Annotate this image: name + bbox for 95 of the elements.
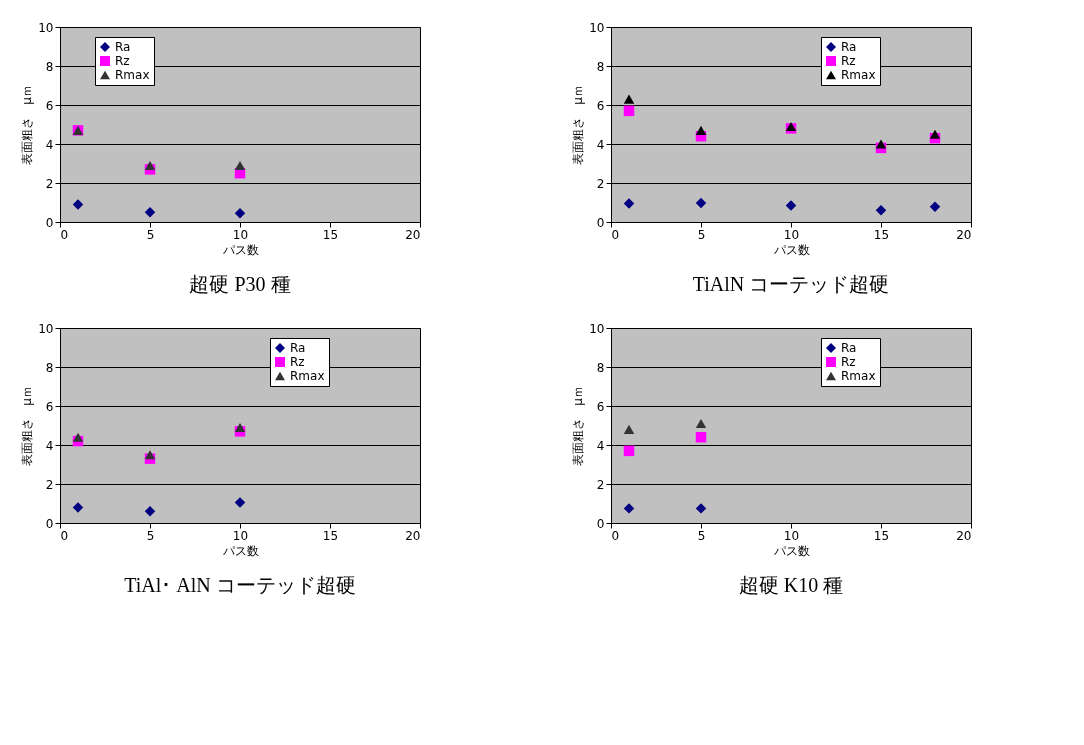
y-tick-label: 6 [45,98,54,113]
point [234,207,246,219]
point [234,497,246,508]
point [144,506,156,517]
x-tick-label: 20 [405,528,421,543]
y-tick-label: 2 [45,176,54,191]
point [72,432,84,442]
y-tick-label: 0 [596,215,605,230]
y-axis-title: 表面粗さ μｍ [571,85,586,165]
legend-label: Rmax [115,68,150,82]
x-tick-label: 10 [232,528,249,543]
y-axis-title: 表面粗さ μｍ [571,386,586,466]
legend-label: Ra [115,40,131,54]
x-tick-label: 20 [956,528,972,543]
legend-label: Ra [841,40,857,54]
text: 超硬 K10 種 [738,574,844,596]
x-tick-label: 15 [322,227,339,242]
point [144,450,156,460]
x-tick-label: 0 [60,528,69,543]
point [144,160,156,170]
y-tick-label: 6 [596,399,605,414]
point [72,199,84,210]
point [695,503,707,514]
point [623,198,635,209]
y-tick-label: 4 [596,438,605,453]
x-axis-title: パス数 [221,543,259,558]
x-axis-title: パス数 [221,242,259,257]
x-tick-label: 10 [783,227,800,242]
y-tick-label: 10 [589,20,605,35]
x-tick-label: 0 [60,227,69,242]
y-tick-label: 10 [589,321,605,336]
legend-label: Rz [290,355,305,369]
point [929,201,941,213]
y-tick-label: 4 [596,137,605,152]
y-tick-label: 4 [45,137,54,152]
point [875,205,887,216]
y-axis-title: 表面粗さ μｍ [20,85,35,165]
x-tick-label: 10 [232,227,249,242]
text: TiAlN コーテッド超硬 [692,273,890,295]
point [623,94,635,104]
text: TiAl･ AlN コーテッド超硬 [124,574,356,596]
x-axis-title: パス数 [772,543,810,558]
x-tick-label: 0 [611,528,620,543]
y-tick-label: 10 [38,321,54,336]
legend-label: Rmax [290,369,325,383]
point [875,139,887,149]
x-axis-title: パス数 [772,242,810,257]
y-tick-label: 8 [596,59,605,74]
legend-label: Rmax [841,68,876,82]
y-tick-label: 6 [45,399,54,414]
legend-label: Rz [841,355,856,369]
x-tick-label: 5 [697,528,706,543]
y-tick-label: 8 [45,360,54,375]
x-tick-label: 5 [146,528,155,543]
x-tick-label: 20 [956,227,972,242]
y-tick-label: 0 [596,516,605,531]
point [623,424,635,434]
y-tick-label: 8 [45,59,54,74]
text: 超硬 P30 種 [189,273,291,295]
point [623,503,635,514]
point [623,445,635,457]
point [72,502,84,513]
point [234,422,246,432]
point [695,419,707,429]
legend-label: Rmax [841,369,876,383]
y-tick-label: 0 [45,215,54,230]
x-tick-label: 15 [873,227,890,242]
legend-label: Ra [841,341,857,355]
point [695,197,707,209]
legend-label: Rz [841,54,856,68]
point [695,431,707,443]
point [623,105,635,117]
y-tick-label: 0 [45,516,54,531]
y-tick-label: 2 [596,176,605,191]
y-tick-label: 2 [45,477,54,492]
y-tick-label: 6 [596,98,605,113]
y-axis-title: 表面粗さ μｍ [20,386,35,466]
y-tick-label: 4 [45,438,54,453]
point [234,160,246,170]
legend-label: Rz [115,54,130,68]
x-tick-label: 20 [405,227,421,242]
x-tick-label: 5 [146,227,155,242]
y-tick-label: 10 [38,20,54,35]
x-tick-label: 15 [873,528,890,543]
legend-label: Ra [290,341,306,355]
point [929,129,941,139]
x-tick-label: 5 [697,227,706,242]
x-tick-label: 15 [322,528,339,543]
x-tick-label: 0 [611,227,620,242]
y-tick-label: 8 [596,360,605,375]
point [785,200,797,211]
point [695,125,707,135]
y-tick-label: 2 [596,477,605,492]
x-tick-label: 10 [783,528,800,543]
point [144,207,156,218]
